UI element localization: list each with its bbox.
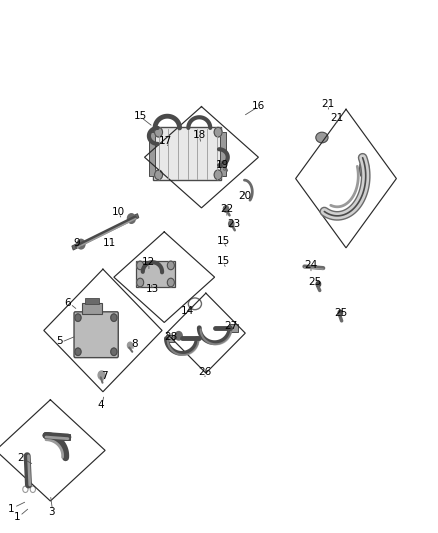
Circle shape — [77, 239, 85, 249]
Text: 25: 25 — [309, 278, 322, 287]
Text: 24: 24 — [304, 261, 318, 270]
Circle shape — [127, 342, 133, 349]
Text: 6: 6 — [64, 298, 71, 308]
Bar — [153, 127, 221, 180]
Text: 15: 15 — [217, 256, 230, 266]
Text: 1: 1 — [13, 512, 20, 522]
Text: 17: 17 — [159, 136, 172, 146]
Circle shape — [338, 310, 343, 316]
Text: 1: 1 — [7, 504, 14, 514]
Text: 25: 25 — [334, 309, 347, 318]
Text: 10: 10 — [112, 207, 125, 217]
Circle shape — [365, 172, 369, 176]
Ellipse shape — [316, 132, 328, 143]
Text: 9: 9 — [73, 238, 80, 248]
Circle shape — [137, 261, 144, 270]
Circle shape — [155, 170, 162, 180]
Bar — [166, 335, 174, 342]
Circle shape — [98, 371, 105, 379]
Text: 21: 21 — [330, 114, 343, 123]
Circle shape — [75, 348, 81, 356]
Circle shape — [214, 127, 222, 137]
Circle shape — [223, 206, 229, 212]
Text: 21: 21 — [321, 99, 334, 109]
Text: 22: 22 — [220, 204, 233, 214]
Text: 18: 18 — [193, 130, 206, 140]
Bar — [72, 243, 81, 250]
Text: 5: 5 — [56, 336, 63, 346]
Bar — [61, 434, 70, 440]
Text: 26: 26 — [198, 367, 212, 377]
Text: 15: 15 — [217, 236, 230, 246]
Text: 7: 7 — [101, 372, 108, 381]
Text: 12: 12 — [142, 257, 155, 267]
Bar — [230, 324, 238, 332]
Text: 23: 23 — [228, 219, 241, 229]
Bar — [130, 214, 139, 221]
Text: 20: 20 — [238, 191, 251, 201]
Text: 2: 2 — [18, 454, 25, 463]
Circle shape — [167, 261, 174, 270]
Circle shape — [127, 214, 135, 223]
Text: 11: 11 — [103, 238, 116, 247]
Text: 27: 27 — [225, 321, 238, 331]
Circle shape — [175, 332, 182, 340]
Bar — [149, 132, 155, 176]
Text: 3: 3 — [48, 507, 55, 516]
Bar — [220, 132, 226, 176]
Circle shape — [75, 314, 81, 321]
Bar — [85, 298, 99, 304]
Ellipse shape — [360, 160, 369, 179]
Text: 16: 16 — [252, 101, 265, 110]
Bar — [82, 303, 102, 314]
Circle shape — [155, 127, 162, 137]
Circle shape — [111, 314, 117, 321]
Circle shape — [214, 170, 222, 180]
Text: 15: 15 — [134, 111, 147, 121]
Text: 19: 19 — [216, 160, 229, 170]
Bar — [136, 261, 175, 287]
Text: 8: 8 — [131, 340, 138, 349]
Text: 28: 28 — [164, 332, 177, 342]
Circle shape — [137, 278, 144, 287]
Circle shape — [167, 278, 174, 287]
FancyBboxPatch shape — [74, 312, 118, 358]
Text: 14: 14 — [181, 306, 194, 316]
Circle shape — [221, 161, 226, 167]
Text: 4: 4 — [97, 400, 104, 410]
Circle shape — [360, 163, 364, 167]
Circle shape — [229, 221, 234, 227]
Circle shape — [316, 281, 321, 287]
Circle shape — [111, 348, 117, 356]
Text: 13: 13 — [146, 285, 159, 294]
